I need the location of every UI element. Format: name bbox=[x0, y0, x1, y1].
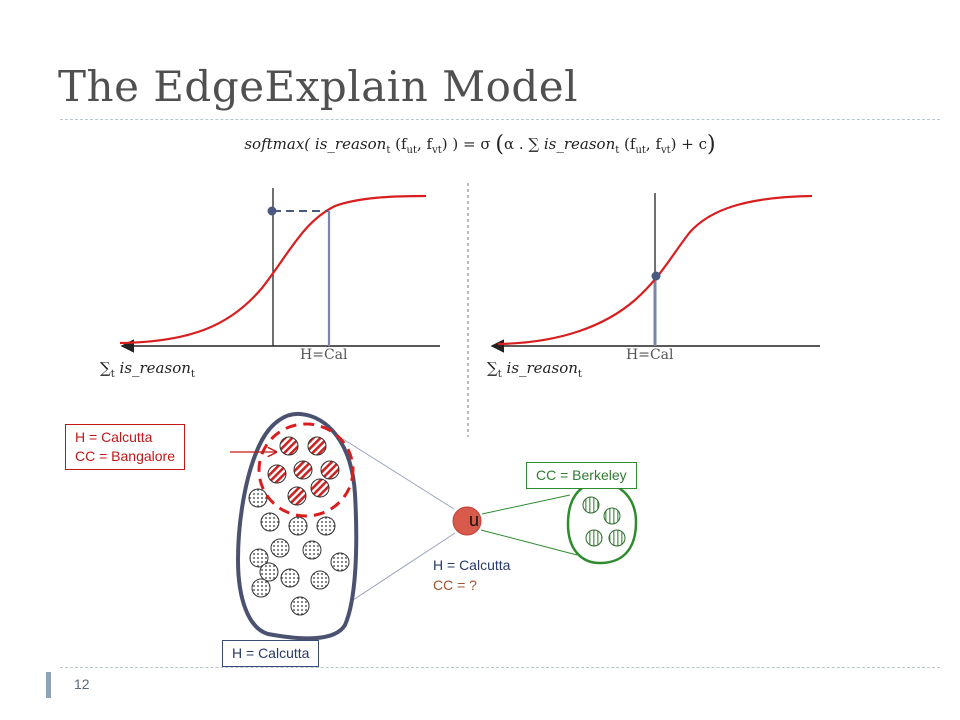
user-hometown: H = Calcutta bbox=[433, 557, 511, 573]
bangalore-callout: H = Calcutta CC = Bangalore bbox=[65, 424, 186, 470]
left-axis-label: ∑t is_reasont bbox=[100, 359, 195, 380]
calcutta-callout: H = Calcutta bbox=[222, 640, 320, 667]
right-axis-label: ∑t is_reasont bbox=[487, 359, 582, 380]
right-curve-dot bbox=[651, 271, 661, 281]
berkeley-cluster bbox=[566, 481, 638, 565]
striped-nodes bbox=[267, 436, 340, 506]
softmax-formula: softmax( is_reasont (fut, fvt) ) = σ (α … bbox=[244, 132, 716, 157]
left-marker-label: H=Cal bbox=[300, 347, 348, 363]
user-current-city: CC = ? bbox=[433, 577, 477, 593]
title-divider bbox=[60, 119, 940, 120]
link-cluster-bottom bbox=[346, 532, 456, 605]
left-sigmoid-plot bbox=[119, 188, 440, 353]
user-node-label: u bbox=[468, 510, 479, 530]
link-berkeley-top bbox=[481, 494, 571, 515]
user-node bbox=[452, 506, 482, 536]
dotted-nodes bbox=[248, 488, 350, 616]
right-sigmoid-plot bbox=[490, 193, 820, 353]
bangalore-group-ring bbox=[257, 422, 355, 518]
left-level-dot bbox=[267, 206, 277, 216]
link-berkeley-bottom bbox=[480, 529, 578, 556]
right-marker-label: H=Cal bbox=[626, 347, 674, 363]
berkeley-callout: CC = Berkeley bbox=[526, 462, 637, 489]
footer-divider bbox=[60, 667, 940, 668]
footer-accent-bar bbox=[46, 672, 51, 698]
berkeley-nodes bbox=[582, 496, 626, 547]
page-number: 12 bbox=[74, 676, 90, 692]
right-sigmoid-curve bbox=[497, 194, 813, 346]
left-sigmoid-curve bbox=[119, 194, 427, 345]
link-cluster-top bbox=[342, 438, 455, 510]
slide-title: The EdgeExplain Model bbox=[58, 62, 579, 111]
